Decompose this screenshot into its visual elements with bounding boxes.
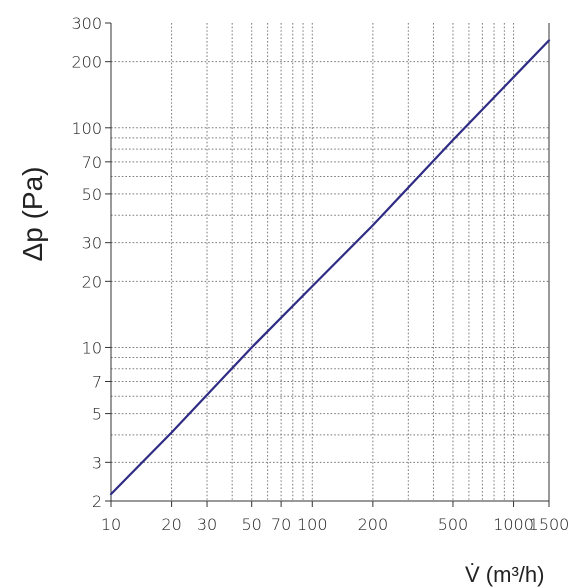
y-tick-label: 3: [92, 453, 102, 472]
y-tick-label: 30: [82, 234, 102, 253]
y-tick-label: 100: [71, 119, 102, 138]
x-axis-label: V̇ (m³/h): [465, 562, 544, 587]
x-tick-label: 200: [358, 515, 389, 534]
series-layer: [109, 39, 551, 496]
x-tick-label: 1500: [529, 515, 570, 534]
x-tick-label: 50: [242, 515, 262, 534]
y-axis-title: Δp (Pa): [17, 167, 48, 262]
plot-frame: [110, 23, 550, 502]
y-tick-label: 200: [71, 53, 102, 72]
x-tick-label: 10: [101, 515, 121, 534]
y-tick-label: 20: [82, 272, 102, 291]
x-tick-label: 1000: [493, 515, 534, 534]
y-tick-label: 70: [82, 153, 102, 172]
y-tick-label: 7: [92, 372, 102, 391]
grid: [111, 23, 549, 501]
series-line: [109, 39, 551, 496]
y-tick-label: 50: [82, 185, 102, 204]
x-tick-label: 30: [197, 515, 217, 534]
x-tick-label: 20: [161, 515, 181, 534]
y-axis: 2 3 5 7 10 20 30 50 70 100 200 300: [71, 14, 111, 511]
y-tick-label: 300: [71, 14, 102, 33]
x-tick-label: 100: [297, 515, 328, 534]
y-tick-label: 10: [82, 338, 102, 357]
y-axis-label: Δp (Pa): [17, 167, 48, 262]
y-tick-label: 5: [92, 405, 102, 424]
x-tick-label: 500: [438, 515, 469, 534]
y-tick-label: 2: [92, 492, 102, 511]
x-axis-title: V̇ (m³/h): [465, 562, 544, 587]
x-tick-label: 70: [271, 515, 291, 534]
